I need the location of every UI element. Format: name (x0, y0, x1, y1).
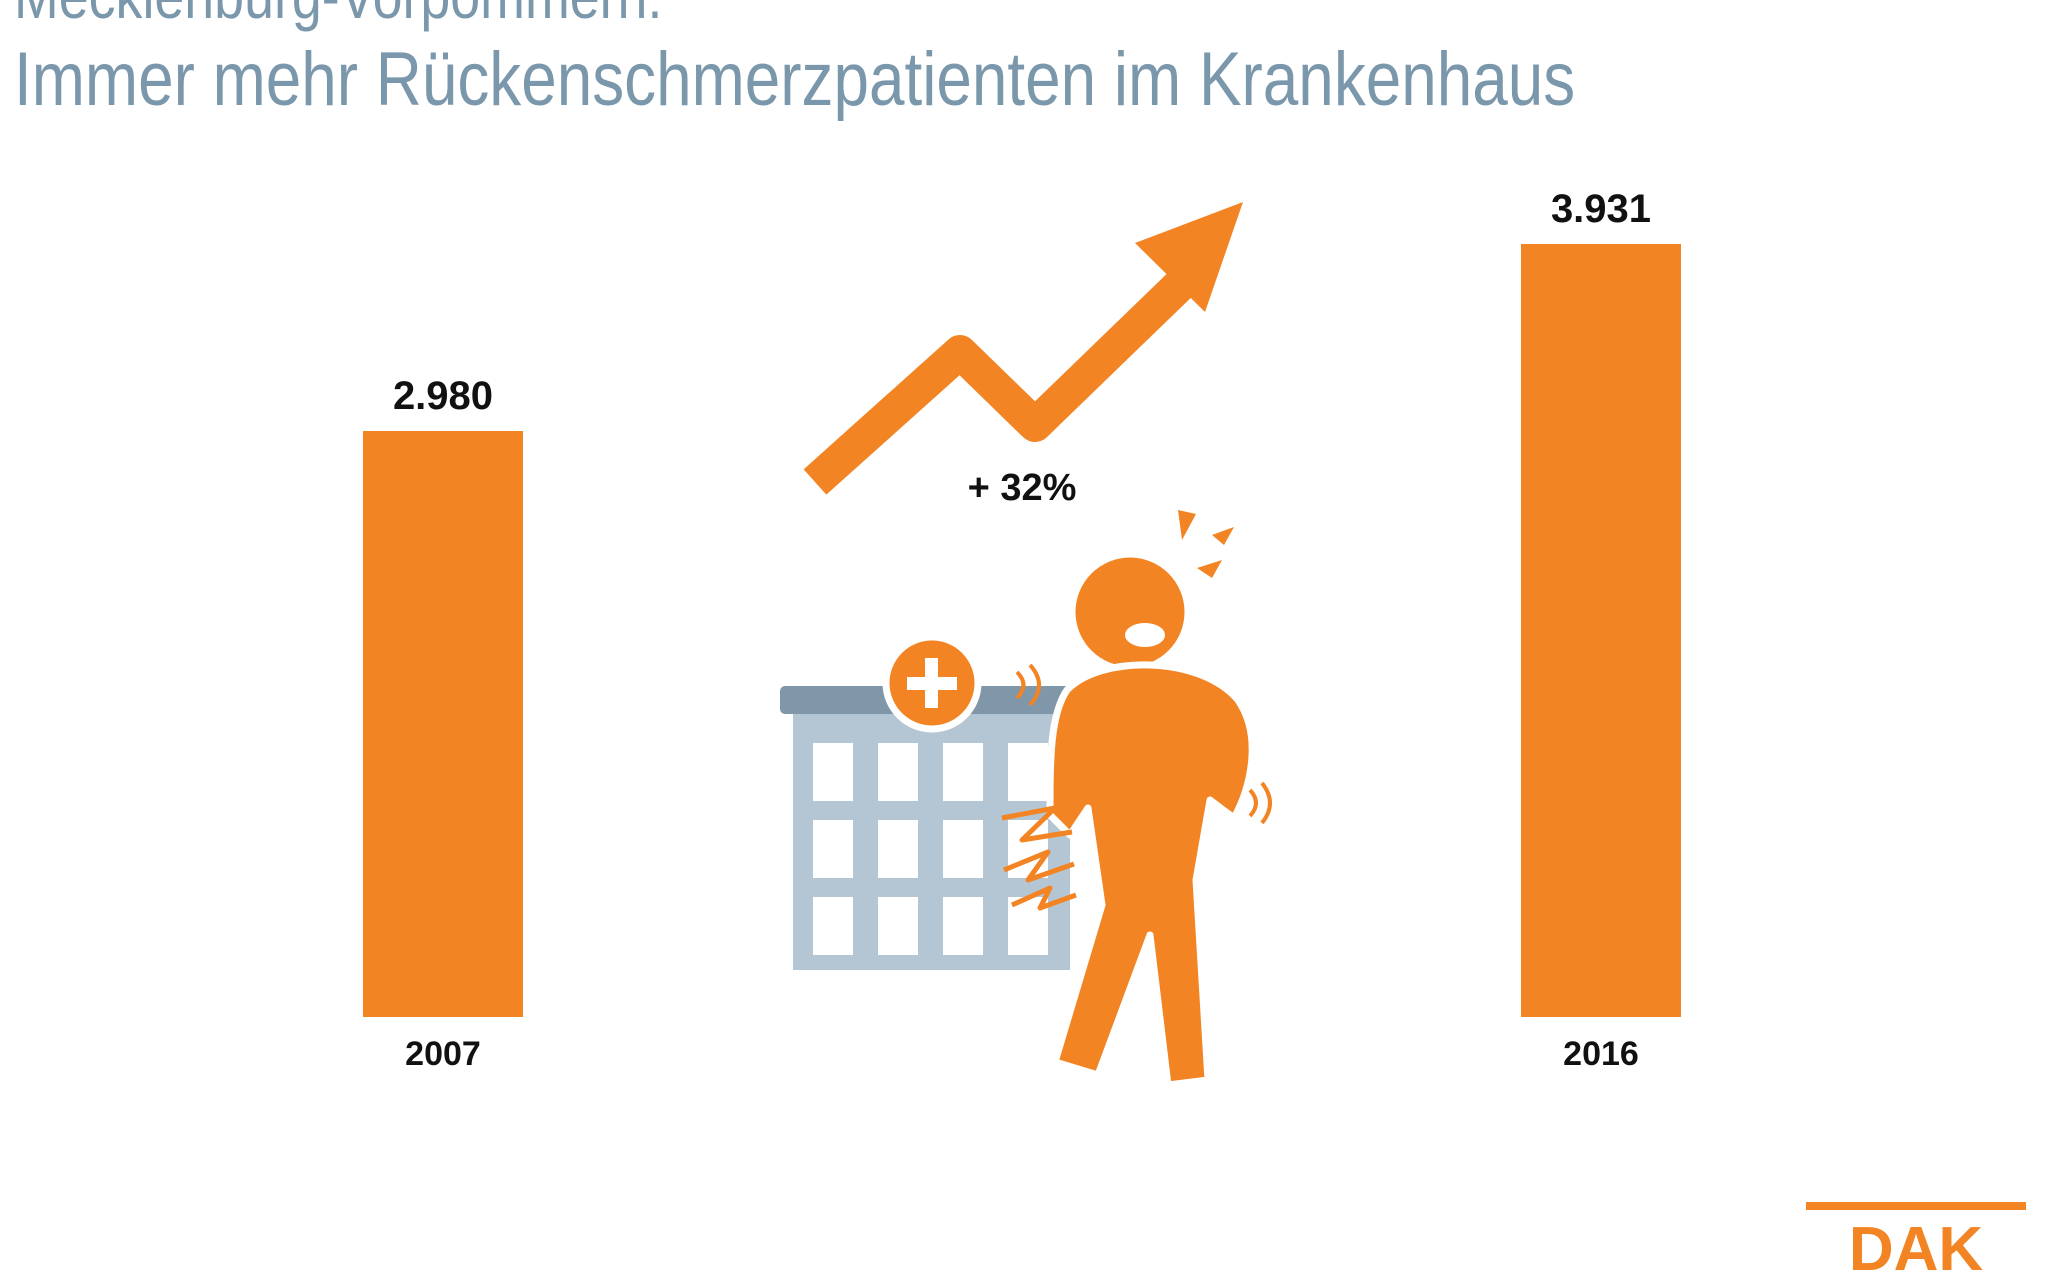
trend-arrow-icon (803, 202, 1243, 495)
bars: 2.980 2007 3.931 2016 (363, 187, 1681, 1073)
bar-2007 (363, 431, 523, 1018)
value-label-2016: 3.931 (1551, 187, 1651, 231)
category-label-2007: 2007 (405, 1035, 481, 1073)
back-pain-person-icon (1001, 510, 1272, 1089)
chart-title: Immer mehr Rückenschmerzpatienten im Kra… (14, 37, 1576, 122)
bar-2016 (1521, 244, 1681, 1017)
logo-text: DAK (1849, 1215, 1984, 1280)
hospital-icon (780, 633, 1080, 970)
value-label-2007: 2.980 (393, 374, 493, 418)
region-title: Mecklenburg-Vorpommern: (14, 0, 662, 28)
growth-annotation: + 32% (968, 467, 1077, 509)
dak-logo: DAK (1806, 1202, 2026, 1280)
category-label-2016: 2016 (1563, 1035, 1639, 1073)
